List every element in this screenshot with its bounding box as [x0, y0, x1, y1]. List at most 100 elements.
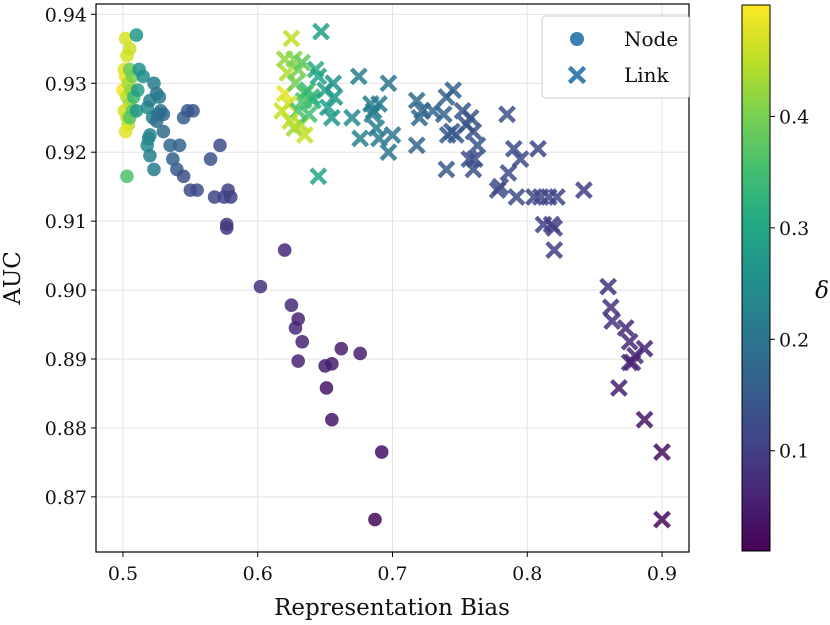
y-axis-label: AUC — [0, 251, 26, 306]
node-point — [291, 312, 305, 326]
node-point — [334, 341, 349, 356]
link-point — [444, 81, 463, 100]
link-point — [407, 91, 426, 110]
link-point — [635, 339, 654, 358]
link-point — [437, 160, 456, 179]
link-point — [499, 163, 518, 182]
link-point — [363, 105, 382, 124]
node-point — [325, 412, 339, 427]
link-point — [464, 160, 483, 179]
link-point — [507, 188, 526, 206]
link-point — [653, 510, 671, 529]
y-tick-label: 0.91 — [45, 211, 87, 233]
colorbar-tick-label: 0.3 — [779, 218, 809, 240]
node-point — [190, 183, 204, 197]
link-point — [322, 108, 341, 127]
colorbar: 0.1 0.2 0.3 0.4 δ — [741, 4, 829, 552]
link-point — [379, 143, 398, 162]
x-tick-label: 0.5 — [108, 563, 138, 585]
link-point — [603, 312, 622, 330]
link-point — [325, 88, 344, 106]
link-point — [312, 22, 330, 41]
legend-node-label: Node — [624, 27, 678, 51]
node-point — [166, 152, 180, 166]
node-point — [120, 169, 134, 184]
link-point — [574, 181, 593, 200]
colorbar-tick-label: 0.1 — [779, 441, 809, 463]
legend: Node Link — [541, 15, 691, 99]
node-point — [122, 62, 137, 77]
x-axis-label: Representation Bias — [274, 595, 510, 621]
y-axis-ticks: 0.87 0.88 0.89 0.90 0.91 0.92 0.93 0.94 — [45, 4, 96, 509]
node-point — [129, 28, 144, 42]
link-point — [529, 139, 547, 158]
node-point — [156, 124, 171, 139]
node-point — [203, 152, 218, 166]
legend-link-marker — [567, 65, 587, 85]
node-point — [122, 42, 137, 56]
link-point — [635, 410, 654, 429]
colorbar-tick-label: 0.4 — [779, 106, 809, 128]
node-point — [147, 162, 161, 177]
node-point — [163, 138, 177, 153]
link-point — [511, 150, 530, 169]
link-point — [300, 105, 318, 124]
node-point — [219, 221, 234, 235]
y-tick-label: 0.87 — [45, 487, 87, 509]
link-point — [379, 74, 398, 93]
node-point — [207, 190, 222, 204]
node-point — [149, 114, 164, 128]
link-point — [498, 105, 516, 124]
link-point — [370, 129, 388, 148]
colorbar-tick-label: 0.2 — [779, 329, 809, 351]
x-tick-label: 0.7 — [377, 563, 407, 585]
node-point — [172, 138, 187, 153]
colorbar-label: δ — [815, 278, 829, 304]
node-point — [130, 83, 145, 97]
link-point — [281, 112, 299, 131]
legend-node-marker — [570, 32, 584, 46]
node-point — [176, 169, 191, 184]
x-axis-ticks: 0.5 0.6 0.7 0.8 0.9 — [108, 552, 677, 585]
y-tick-label: 0.94 — [45, 4, 87, 26]
link-point — [293, 53, 312, 72]
link-point — [309, 167, 328, 186]
colorbar-gradient — [741, 4, 771, 552]
y-tick-label: 0.93 — [45, 73, 87, 95]
node-point — [186, 104, 200, 118]
node-point — [140, 138, 155, 153]
link-point — [610, 379, 628, 397]
x-tick-label: 0.9 — [647, 563, 677, 585]
link-point — [383, 126, 402, 144]
colorbar-ticks: 0.1 0.2 0.3 0.4 — [770, 106, 809, 463]
node-point — [118, 124, 133, 139]
link-point — [620, 353, 639, 372]
link-point — [545, 241, 564, 259]
x-tick-label: 0.8 — [512, 563, 542, 585]
link-point — [545, 219, 564, 237]
node-point — [223, 190, 238, 204]
link-point — [370, 95, 388, 113]
link-point — [324, 74, 343, 93]
node-point — [143, 128, 157, 142]
node-point — [368, 512, 382, 527]
link-point — [464, 122, 483, 141]
node-point — [284, 298, 299, 313]
node-point — [129, 104, 144, 118]
link-point — [620, 332, 639, 351]
node-point — [353, 346, 367, 361]
y-tick-label: 0.89 — [45, 349, 87, 371]
node-point — [291, 354, 305, 368]
node-point — [319, 381, 334, 395]
node-point — [253, 279, 268, 294]
link-point — [294, 91, 313, 110]
link-point — [468, 136, 487, 155]
node-point — [136, 69, 150, 84]
node-point — [277, 243, 292, 257]
link-point — [343, 108, 361, 127]
node-point — [213, 138, 227, 153]
link-point — [488, 181, 507, 200]
node-point — [118, 31, 133, 46]
link-point — [351, 129, 370, 148]
node-point — [295, 334, 310, 349]
